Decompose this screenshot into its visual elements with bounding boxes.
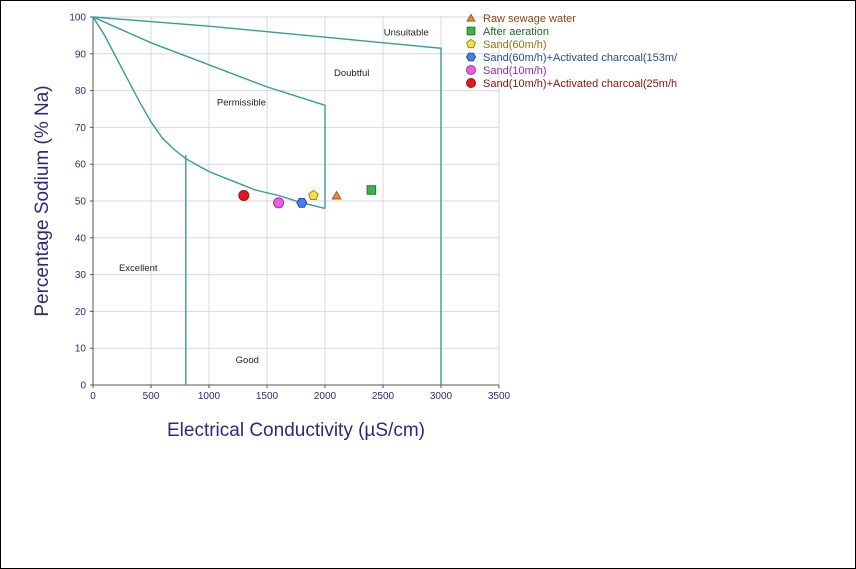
region-label-good: Good bbox=[236, 355, 259, 366]
legend-label-4: Sand(60m/h)+Activated charcoal(153m/ bbox=[483, 52, 678, 64]
legend-marker-6 bbox=[466, 78, 476, 88]
boundary-excellent-permissible bbox=[92, 16, 326, 210]
legend-label-6: Sand(10m/h)+Activated charcoal(25m/h bbox=[483, 78, 677, 90]
x-tick-label: 1000 bbox=[198, 391, 221, 402]
x-tick-label: 0 bbox=[90, 391, 96, 402]
legend-label-5: Sand(10m/h) bbox=[483, 65, 547, 77]
x-tick-label: 2000 bbox=[314, 391, 337, 402]
boundary-doubtful-unsuitable bbox=[92, 16, 442, 385]
legend-marker-1 bbox=[466, 13, 476, 22]
legend-label-2: After aeration bbox=[483, 26, 549, 38]
y-tick-label: 80 bbox=[75, 86, 87, 97]
x-tick-label: 500 bbox=[143, 391, 160, 402]
y-tick-label: 40 bbox=[75, 233, 87, 244]
legend-marker-2 bbox=[466, 26, 476, 36]
y-tick-label: 20 bbox=[75, 307, 87, 318]
y-tick-label: 0 bbox=[80, 381, 86, 392]
legend-marker-4 bbox=[465, 52, 477, 62]
y-tick-label: 90 bbox=[75, 49, 87, 60]
data-point-series-2 bbox=[366, 185, 377, 195]
legend-marker-3 bbox=[466, 38, 476, 49]
x-tick-label: 2500 bbox=[372, 391, 395, 402]
legend-marker-5 bbox=[466, 65, 476, 75]
y-tick-label: 60 bbox=[75, 160, 87, 171]
region-label-permissible: Permissible bbox=[217, 97, 266, 108]
region-label-doubtful: Doubtful bbox=[334, 68, 369, 79]
data-point-series-1 bbox=[331, 190, 342, 200]
region-label-excellent: Excellent bbox=[119, 263, 158, 274]
x-axis-title: Electrical Conductivity (µS/cm) bbox=[167, 420, 425, 441]
y-tick-label: 30 bbox=[75, 270, 87, 281]
x-tick-label: 3500 bbox=[488, 391, 511, 402]
region-label-unsuitable: Unsuitable bbox=[384, 27, 429, 38]
legend-label-1: Raw sewage water bbox=[483, 13, 576, 25]
data-point-series-4 bbox=[296, 198, 308, 208]
legend-label-3: Sand(60m/h) bbox=[483, 39, 547, 51]
x-tick-label: 1500 bbox=[256, 391, 279, 402]
y-tick-label: 70 bbox=[75, 123, 87, 134]
y-tick-label: 50 bbox=[75, 197, 87, 208]
y-tick-label: 10 bbox=[75, 344, 87, 355]
data-point-series-3 bbox=[308, 189, 319, 200]
y-tick-label: 100 bbox=[69, 13, 86, 24]
x-tick-label: 3000 bbox=[430, 391, 453, 402]
data-point-series-5 bbox=[273, 197, 285, 209]
data-point-series-6 bbox=[238, 189, 250, 201]
y-axis-title: Percentage Sodium (% Na) bbox=[32, 85, 53, 316]
boundary-permissible-doubtful bbox=[92, 16, 326, 209]
